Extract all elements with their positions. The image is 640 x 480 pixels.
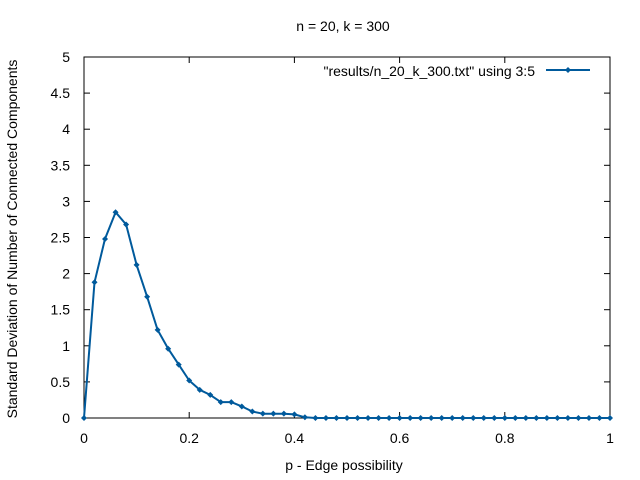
legend: "results/n_20_k_300.txt" using 3:5 — [323, 63, 590, 79]
data-point — [491, 415, 498, 421]
axis-ticks: 0 0.5 1 1.5 2 2.5 3 3.5 4 4.5 5 0 0.2 0.4 0.6 0.8 1 — [51, 49, 615, 446]
data-point — [270, 410, 277, 417]
y-tick-label: 2.5 — [51, 230, 71, 246]
data-point — [417, 415, 424, 421]
data-point — [91, 279, 98, 286]
y-tick-label: 4.5 — [51, 85, 71, 101]
data-point — [470, 415, 477, 421]
data-point — [280, 410, 287, 417]
data-point — [165, 345, 172, 352]
data-point — [333, 415, 340, 421]
data-point — [81, 415, 87, 421]
data-point — [459, 415, 466, 421]
y-tick-label: 4 — [62, 121, 70, 137]
data-point — [396, 415, 403, 421]
series-layer — [81, 209, 613, 421]
data-point — [228, 399, 235, 406]
data-point — [607, 415, 613, 421]
data-point — [217, 399, 224, 406]
data-point — [543, 415, 550, 421]
x-tick-label: 0.8 — [495, 430, 515, 446]
data-point — [501, 415, 508, 421]
data-point — [102, 235, 109, 242]
data-point — [375, 415, 382, 421]
plot-area — [83, 56, 611, 419]
x-tick-label: 0 — [80, 430, 88, 446]
data-point — [407, 415, 414, 421]
data-point — [386, 415, 393, 421]
data-point — [112, 209, 119, 216]
data-point — [154, 326, 161, 333]
data-point — [585, 415, 592, 421]
data-point — [301, 414, 308, 421]
data-point — [186, 377, 193, 384]
data-point — [322, 415, 329, 421]
data-point — [354, 415, 361, 421]
data-point — [438, 415, 445, 421]
data-point — [123, 221, 130, 228]
legend-marker — [565, 67, 571, 73]
data-point — [449, 415, 456, 421]
data-point — [312, 415, 319, 421]
data-point — [249, 408, 256, 415]
data-point — [365, 415, 372, 421]
data-point — [207, 391, 214, 398]
data-point — [196, 386, 203, 393]
y-tick-label: 0.5 — [51, 374, 71, 390]
y-tick-label: 0 — [62, 410, 70, 426]
y-tick-label: 1.5 — [51, 302, 71, 318]
data-point — [564, 415, 571, 421]
legend-entry-label: "results/n_20_k_300.txt" using 3:5 — [323, 63, 535, 79]
data-point — [575, 415, 582, 421]
data-point — [175, 361, 182, 368]
y-axis-label: Standard Deviation of Number of Connecte… — [4, 60, 20, 419]
y-tick-label: 3 — [62, 193, 70, 209]
data-point — [512, 415, 519, 421]
data-point — [533, 415, 540, 421]
y-tick-label: 3.5 — [51, 157, 71, 173]
data-point — [480, 415, 487, 421]
data-point — [291, 411, 298, 418]
legend-line-sample — [546, 67, 590, 73]
x-axis-label: p - Edge possibility — [285, 457, 403, 473]
data-point — [428, 415, 435, 421]
x-tick-label: 0.2 — [179, 430, 199, 446]
plot-border — [83, 56, 611, 419]
data-point — [259, 410, 266, 417]
y-tick-label: 1 — [62, 338, 70, 354]
data-point — [144, 293, 151, 300]
y-tick-label: 5 — [62, 49, 70, 65]
chart-title: n = 20, k = 300 — [296, 18, 390, 34]
y-tick-label: 2 — [62, 266, 70, 282]
data-point — [596, 415, 603, 421]
data-point — [344, 415, 350, 421]
data-point — [554, 415, 561, 421]
data-point — [133, 261, 140, 268]
data-point — [522, 415, 529, 421]
x-tick-label: 0.4 — [285, 430, 305, 446]
series-line — [83, 211, 610, 419]
data-point — [238, 403, 245, 410]
x-tick-label: 1 — [606, 430, 614, 446]
x-tick-label: 0.6 — [390, 430, 410, 446]
